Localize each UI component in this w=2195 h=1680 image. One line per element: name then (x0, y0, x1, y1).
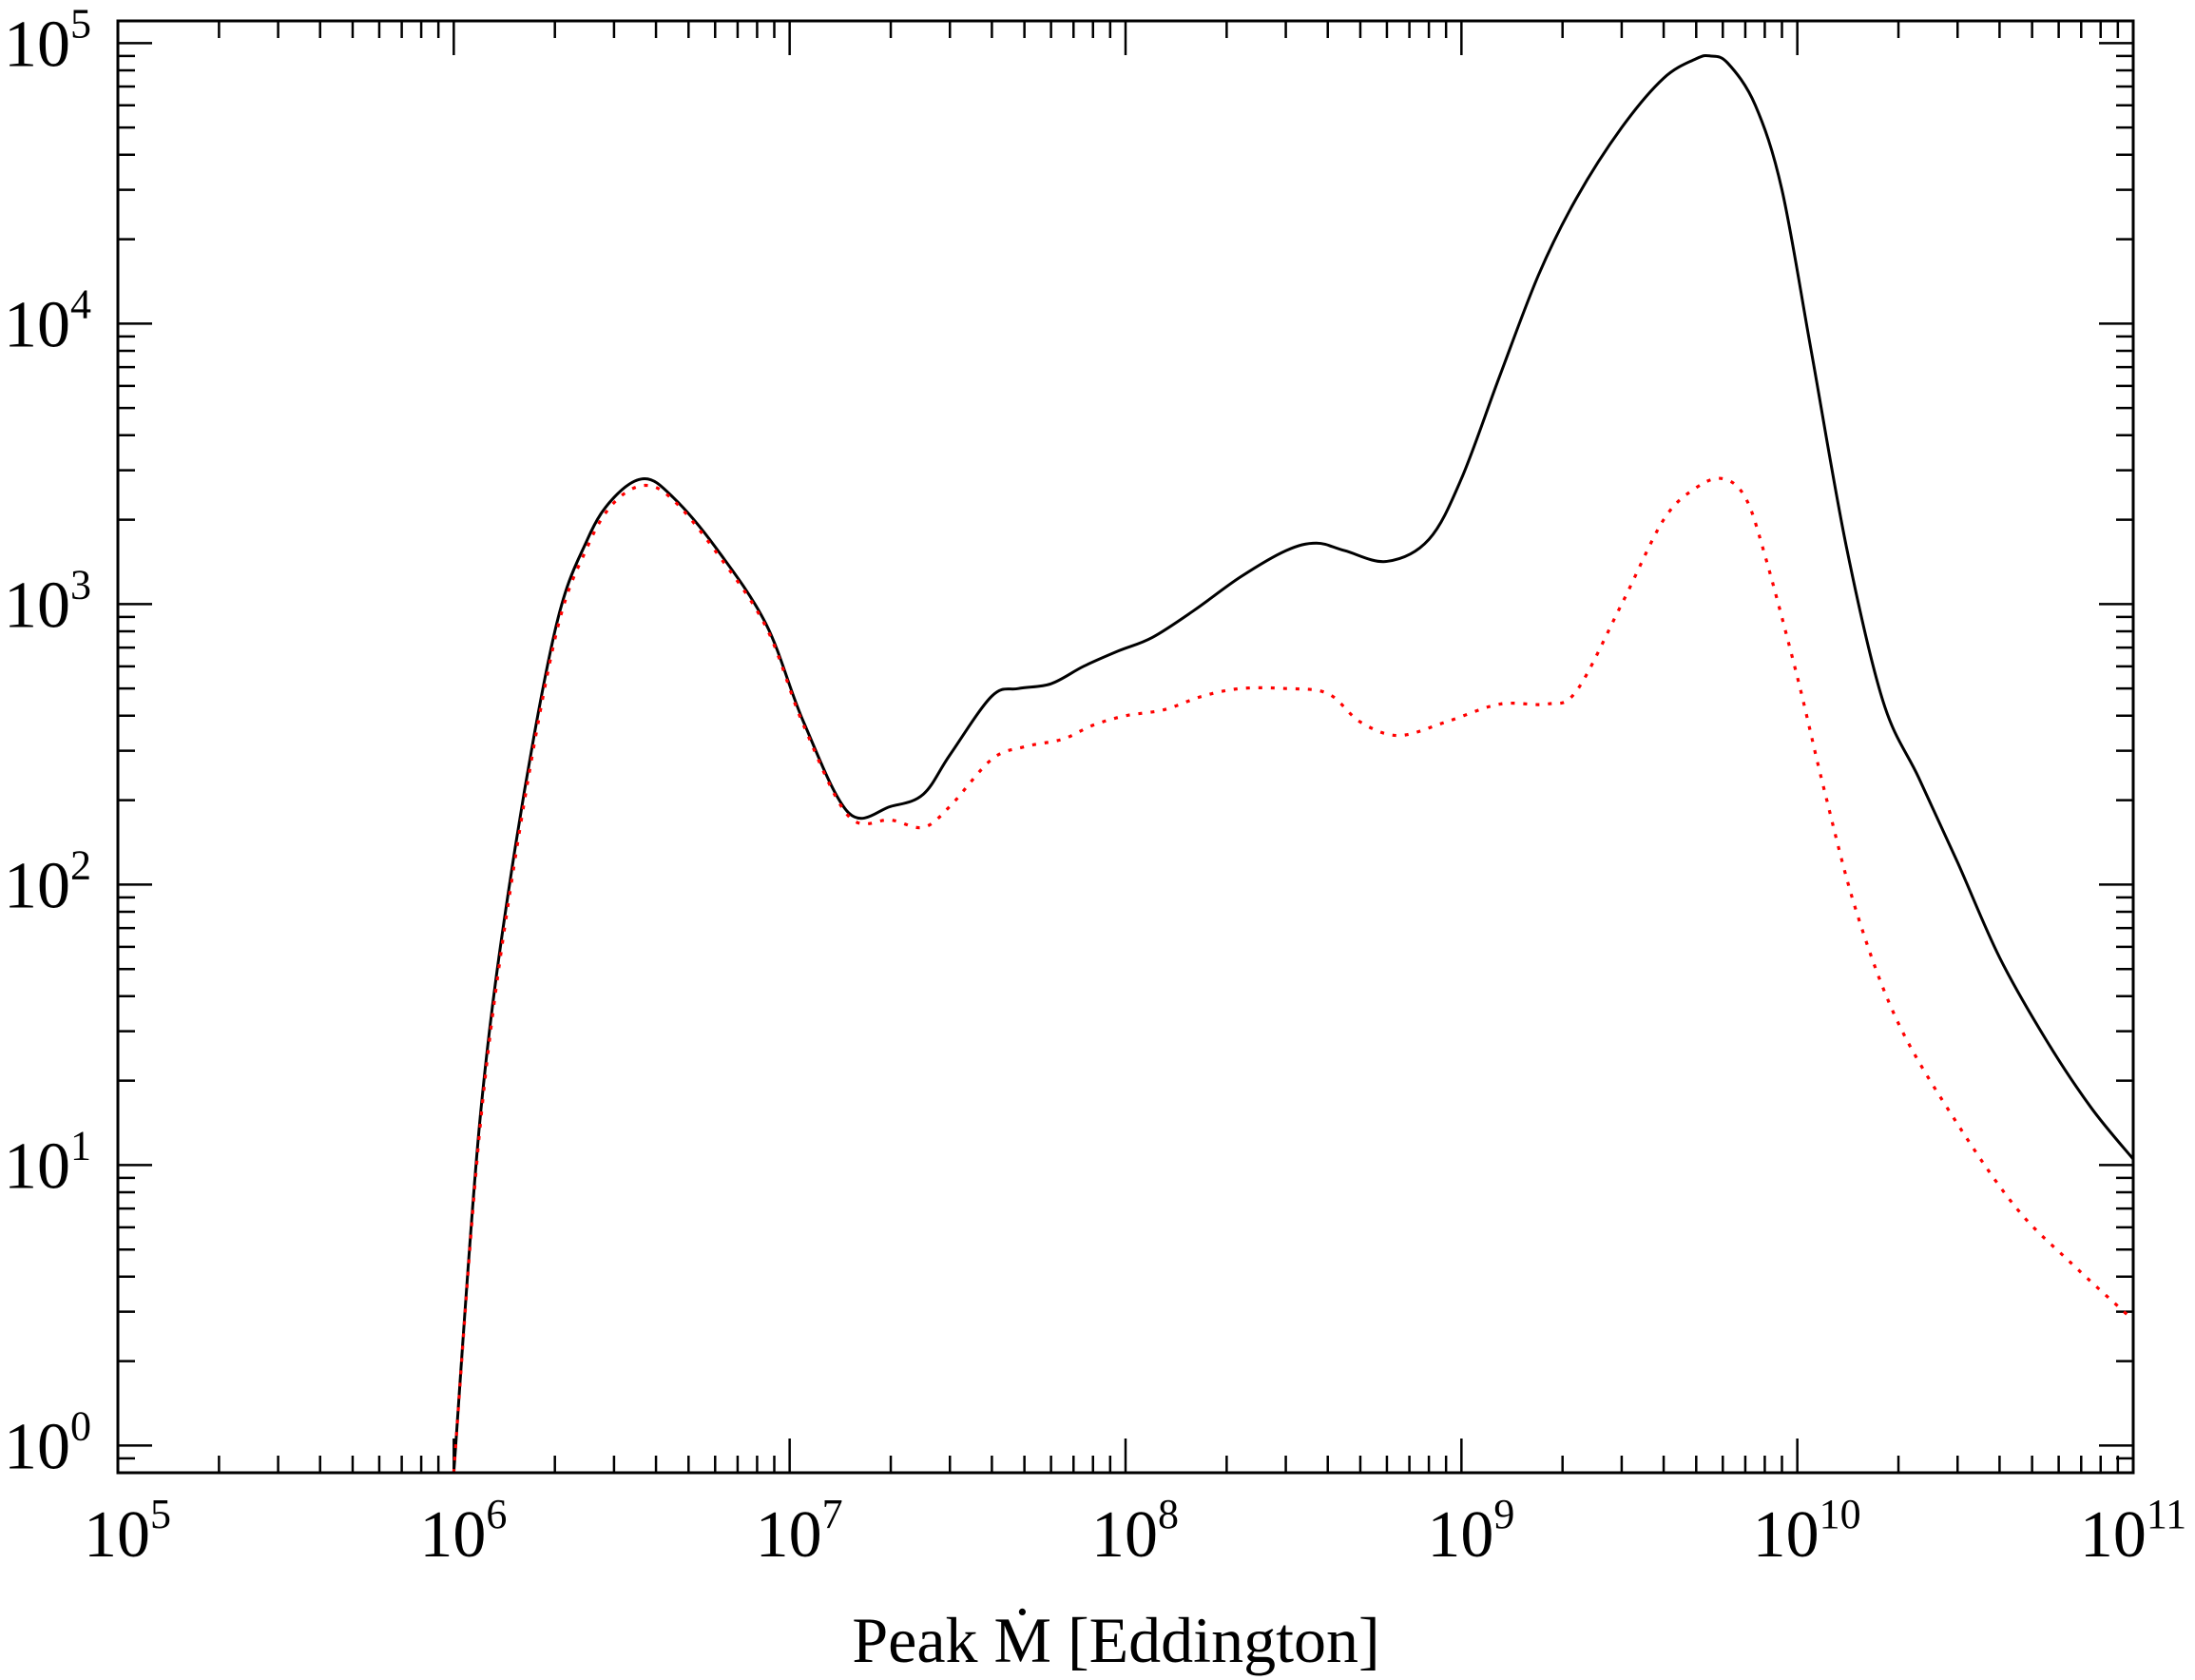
x-tick-label: 109 (1427, 1491, 1514, 1572)
y-tick-label: 100 (4, 1402, 91, 1483)
plot-frame (116, 19, 2135, 1475)
x-tick-label: 107 (756, 1491, 843, 1572)
y-tick-label: 101 (4, 1122, 91, 1203)
y-tick-label: 102 (4, 841, 91, 922)
x-tick-label: 1010 (1753, 1491, 1861, 1572)
x-tick-labels: 105 106 107 108 109 1010 1011 (84, 1491, 2186, 1572)
axis-ticks (116, 21, 2135, 1475)
series-layer (452, 53, 2133, 1473)
x-axis-title: Peak Ṁ [Eddington] (852, 1604, 1379, 1676)
y-tick-label: 105 (4, 0, 91, 81)
x-tick-label: 106 (419, 1491, 507, 1572)
y-tick-label: 104 (4, 280, 91, 361)
x-tick-label: 108 (1091, 1491, 1179, 1572)
x-tick-label: 105 (84, 1491, 171, 1572)
y-tick-labels: 100 101 102 103 104 105 (4, 0, 91, 1483)
series-line-solid (452, 53, 2133, 1473)
y-tick-label: 103 (4, 561, 91, 642)
x-tick-label: 1011 (2080, 1491, 2186, 1572)
series-line-dotted (452, 476, 2133, 1473)
